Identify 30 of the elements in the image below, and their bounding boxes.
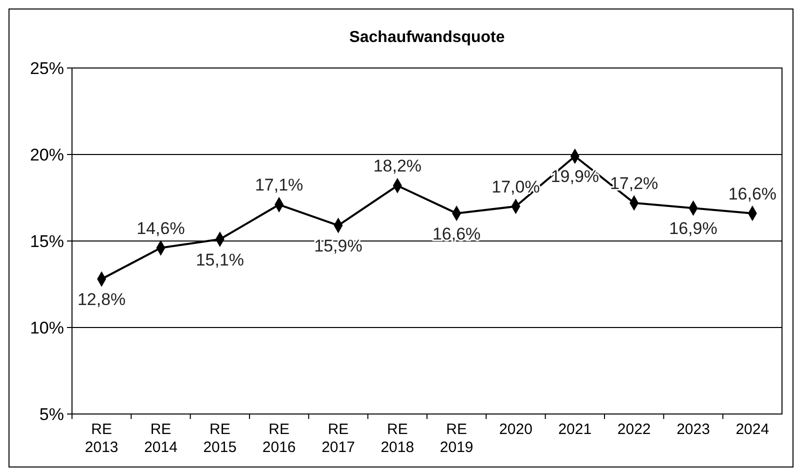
data-label: 19,9% <box>550 167 600 186</box>
data-label: 14,6% <box>136 218 185 238</box>
x-tick-label: 2021 <box>558 421 592 438</box>
data-label: 16,6% <box>432 224 481 244</box>
y-tick-label: 25% <box>30 58 64 78</box>
data-label: 15,1% <box>196 250 244 270</box>
data-label: 18,2% <box>373 156 422 176</box>
y-tick-label: 15% <box>30 232 64 251</box>
data-label: 12,8% <box>77 290 126 310</box>
y-tick-label: 10% <box>30 318 64 338</box>
y-tick-label: 5% <box>39 404 64 424</box>
x-tick-label: 2020 <box>499 421 532 438</box>
x-tick-label: RE 2019 <box>440 421 474 456</box>
x-tick-label: RE 2013 <box>84 421 118 456</box>
data-label: 17,0% <box>492 177 540 196</box>
y-tick-label: 20% <box>30 145 64 164</box>
data-label: 15,9% <box>314 236 362 256</box>
x-tick-label: RE 2017 <box>322 421 355 456</box>
x-tick-label: RE 2014 <box>144 421 178 456</box>
x-tick-label: 2023 <box>676 421 710 438</box>
x-tick-label: RE 2015 <box>203 421 237 456</box>
chart-title: Sachaufwandsquote <box>349 29 505 46</box>
data-label: 17,2% <box>610 174 658 193</box>
x-tick-label: 2024 <box>736 421 770 438</box>
data-label: 16,9% <box>669 219 718 238</box>
x-tick-label: RE 2016 <box>262 421 296 456</box>
x-tick-label: RE 2018 <box>380 421 414 456</box>
data-label: 17,1% <box>254 176 304 195</box>
data-label: 16,6% <box>728 184 777 204</box>
x-tick-label: 2022 <box>617 421 651 438</box>
